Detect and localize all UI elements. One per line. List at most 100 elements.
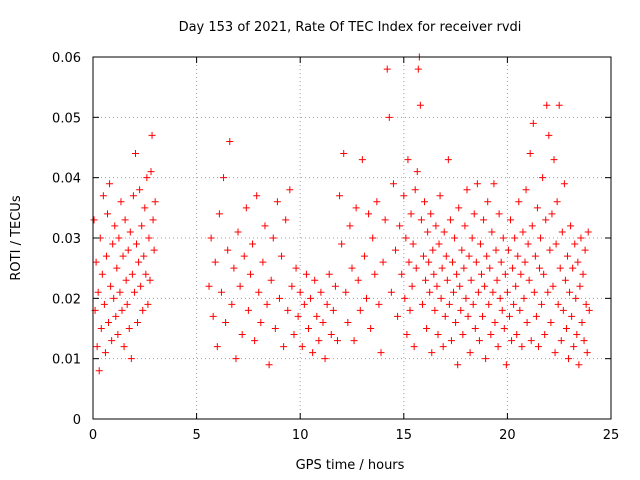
roti-point — [569, 264, 577, 272]
roti-point — [425, 258, 433, 266]
roti-point — [313, 312, 321, 320]
roti-point — [319, 318, 327, 326]
roti-point — [101, 349, 109, 357]
roti-point — [554, 300, 562, 308]
y-tick-label: 0.05 — [52, 111, 81, 126]
roti-point — [396, 222, 404, 230]
roti-point — [209, 312, 217, 320]
roti-point — [462, 294, 470, 302]
roti-point — [526, 150, 534, 158]
roti-point — [135, 258, 143, 266]
roti-point — [469, 300, 477, 308]
roti-point — [539, 174, 547, 182]
roti-point — [536, 264, 544, 272]
roti-point — [106, 180, 114, 188]
roti-point — [497, 258, 505, 266]
roti-point — [140, 252, 148, 260]
roti-point — [549, 282, 557, 290]
roti-point — [342, 288, 350, 296]
x-tick-label: 25 — [603, 428, 620, 443]
roti-point — [124, 246, 132, 254]
roti-point — [401, 294, 409, 302]
roti-point — [530, 288, 538, 296]
roti-point — [428, 349, 436, 357]
roti-point — [438, 264, 446, 272]
roti-point — [500, 325, 508, 332]
data-points — [90, 53, 593, 375]
axis-ticks: 0 5 10 15 20 25 0 0.01 0.02 0.03 0.04 0.05 0.06 — [52, 51, 619, 443]
roti-point — [414, 65, 422, 73]
roti-point — [519, 228, 527, 236]
roti-point — [133, 240, 141, 248]
roti-point — [119, 252, 127, 260]
roti-point — [474, 288, 482, 296]
roti-point — [584, 228, 592, 236]
roti-point — [369, 234, 377, 242]
roti-point — [122, 276, 130, 284]
roti-point — [508, 337, 516, 345]
roti-point — [571, 240, 579, 248]
roti-point — [148, 131, 156, 139]
roti-point — [151, 198, 159, 206]
roti-point — [555, 101, 563, 109]
roti-point — [427, 210, 435, 218]
roti-point — [487, 331, 495, 339]
roti-point — [120, 343, 128, 351]
grid-lines — [93, 57, 611, 419]
roti-point — [138, 222, 146, 230]
roti-point — [338, 240, 346, 248]
roti-point — [142, 270, 150, 278]
roti-point — [515, 198, 523, 206]
roti-point — [437, 294, 445, 302]
roti-point — [226, 137, 234, 145]
roti-point — [456, 282, 464, 290]
roti-point — [116, 288, 124, 296]
roti-point — [222, 318, 230, 326]
roti-point — [562, 325, 570, 332]
roti-point — [292, 264, 300, 272]
roti-point — [269, 234, 277, 242]
roti-point — [265, 361, 273, 369]
roti-point — [565, 355, 573, 363]
roti-point — [447, 337, 455, 345]
roti-point — [350, 337, 358, 345]
roti-point — [346, 222, 354, 230]
roti-point — [505, 312, 513, 320]
roti-point — [499, 234, 507, 242]
y-tick-label: 0.02 — [52, 292, 81, 307]
roti-point — [538, 300, 546, 308]
roti-point — [461, 222, 469, 230]
roti-point — [576, 282, 584, 290]
roti-point — [467, 276, 475, 284]
roti-point — [107, 282, 115, 290]
roti-point — [468, 234, 476, 242]
roti-point — [144, 300, 152, 308]
roti-point — [249, 240, 257, 248]
roti-point — [485, 300, 493, 308]
roti-point — [516, 306, 524, 314]
roti-point — [94, 288, 102, 296]
roti-point — [127, 355, 135, 363]
roti-point — [141, 204, 149, 212]
roti-point — [253, 192, 261, 200]
roti-point — [432, 222, 440, 230]
roti-point — [422, 276, 430, 284]
roti-point — [504, 246, 512, 254]
roti-point — [473, 180, 481, 188]
roti-point — [280, 343, 288, 351]
roti-point — [464, 312, 472, 320]
roti-point — [117, 198, 125, 206]
roti-point — [484, 198, 492, 206]
roti-point — [531, 252, 539, 260]
roti-point — [242, 204, 250, 212]
roti-point — [389, 180, 397, 188]
roti-point — [465, 252, 473, 260]
roti-point — [236, 282, 244, 290]
roti-point — [290, 331, 298, 339]
roti-point — [466, 349, 474, 357]
roti-point — [521, 258, 529, 266]
roti-point — [230, 264, 238, 272]
roti-point — [496, 294, 504, 302]
roti-point — [446, 216, 454, 224]
roti-point — [419, 252, 427, 260]
